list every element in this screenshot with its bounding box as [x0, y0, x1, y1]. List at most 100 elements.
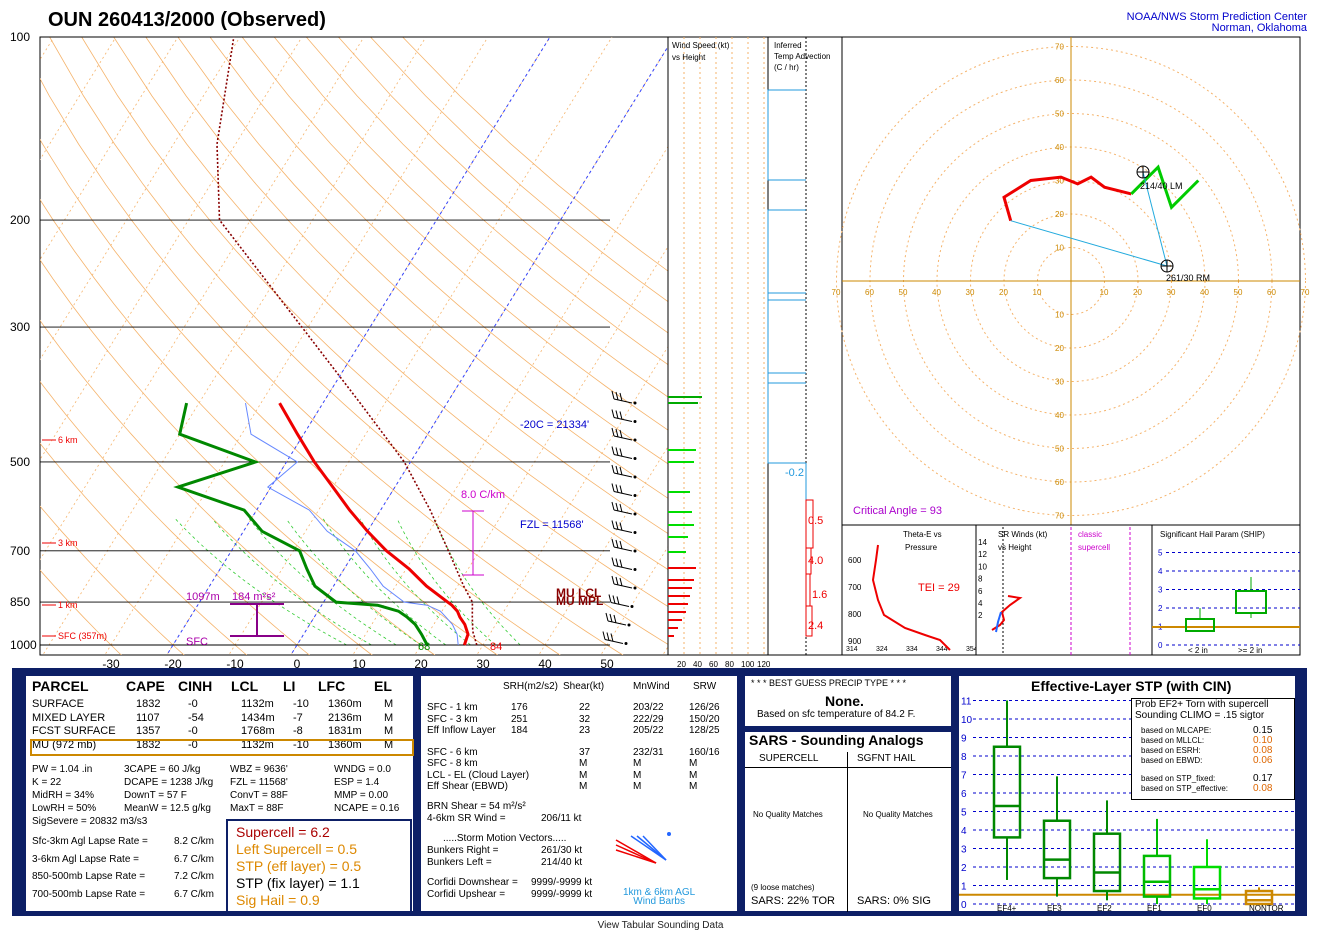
temp-tick: -30: [102, 657, 120, 668]
barb-flag: [619, 577, 623, 587]
stp-category: EF4+: [997, 904, 1017, 912]
srwinds-note: supercell: [1078, 543, 1110, 552]
prob-label: based on STP_effective:: [1141, 784, 1229, 793]
thetae-title: Theta-E vs: [903, 530, 942, 539]
kin-value: 128/25: [689, 725, 720, 736]
stp-ytick: 9: [961, 734, 967, 745]
barb-flag: [619, 559, 623, 568]
tadv-title: (C / hr): [774, 63, 799, 72]
kin-value: 184: [511, 725, 528, 736]
composite-box: [226, 819, 412, 913]
kin-value: 160/16: [689, 746, 720, 758]
skewt-plot: [40, 37, 668, 655]
isotherm: [42, 37, 427, 655]
parcel-header: EL: [374, 678, 392, 694]
composite-param: Supercell = 6.2: [236, 824, 330, 840]
stp-box: [992, 745, 1022, 839]
srwinds-ytick: 4: [978, 599, 983, 608]
dry-adiabat: [305, 37, 668, 366]
moist-adiabat: [248, 518, 397, 646]
thermo-value: LowRH = 50%: [32, 803, 97, 814]
lapse-label: Sfc-3km Agl Lapse Rate =: [32, 836, 148, 847]
kin-value: 251: [511, 713, 528, 725]
temperature-profile: [278, 402, 470, 646]
barb-staff: [610, 602, 630, 607]
kin-value: 176: [511, 702, 528, 713]
barb-flag: [611, 575, 615, 585]
barb-staff: [613, 454, 633, 459]
stp-ytick: 1: [961, 882, 967, 893]
sars-col-supercell: SUPERCELL: [759, 753, 819, 764]
hodo-ring-label: 70: [1055, 512, 1064, 521]
dry-adiabat: [338, 37, 668, 334]
hodo-ring-label: 10: [1033, 288, 1042, 297]
barb-flag: [619, 485, 623, 494]
composite-param: Sig Hail = 0.9: [236, 892, 320, 908]
parcel-cell: 2136m: [328, 711, 362, 724]
tadv-warm-box: [805, 605, 813, 637]
pressure-tick: 100: [10, 30, 30, 44]
tei-label: TEI = 29: [918, 582, 960, 594]
barb-flag: [615, 465, 619, 475]
barb-flag: [619, 448, 623, 457]
wind-barb: [605, 612, 631, 627]
dry-adiabat: [370, 37, 668, 303]
dry-adiabat: [49, 37, 668, 645]
parcel-cell: 1768m: [241, 725, 275, 737]
srwinds-profile: [991, 595, 1023, 631]
kin-value: 203/22: [633, 702, 664, 713]
wind-barb: [611, 557, 637, 571]
org-line2: Norman, Oklahoma: [1211, 22, 1307, 34]
barb-staff: [613, 398, 633, 404]
tadv-cold-box: [767, 292, 806, 384]
thermo-value: ConvT = 88F: [230, 790, 288, 801]
kin-value: 23: [579, 725, 591, 736]
stp-box: [1244, 889, 1274, 906]
windspeed-tick: 60: [709, 660, 718, 668]
org-line1: NOAA/NWS Storm Prediction Center: [1126, 11, 1307, 23]
parcel-cell: M: [384, 738, 394, 751]
barb-dot: [633, 401, 637, 405]
sounding-title: OUN 260413/2000 (Observed): [48, 9, 326, 31]
srwinds-ytick: 10: [978, 562, 987, 571]
barb-flag: [615, 558, 619, 567]
barb-staff: [613, 546, 633, 552]
tabular-data-link[interactable]: View Tabular Sounding Data: [597, 920, 724, 931]
windspeed-tick: 120: [757, 660, 771, 668]
prob-value: 0.17: [1253, 773, 1273, 784]
dry-adiabat: [145, 37, 668, 535]
hodo-ring-label: 60: [1267, 288, 1276, 297]
kin-value: 222/29: [633, 713, 664, 725]
lapse-value: 8.2 C/km: [174, 836, 215, 847]
sr46-value: 206/11 kt: [541, 813, 582, 824]
legend-dot: [667, 832, 671, 836]
sr46-label: 4-6km SR Wind =: [427, 813, 506, 824]
mu-mpl-label: MU MPL: [556, 594, 603, 608]
parcel-header: CINH: [178, 678, 213, 694]
precip-title: * * * BEST GUESS PRECIP TYPE * * *: [751, 678, 907, 688]
lapse-value: 6.7 C/km: [174, 853, 215, 865]
kin-value: M: [689, 769, 698, 781]
tadv-frame: [767, 36, 843, 656]
barb-flag: [612, 595, 616, 604]
parcel-cell: 1360m: [328, 738, 362, 751]
barb-dot: [633, 475, 637, 479]
srwinds-title: vs Height: [998, 543, 1032, 552]
thermo-value: MaxT = 88F: [230, 803, 284, 814]
barb-flag: [615, 502, 619, 512]
prob-value: 0.06: [1253, 755, 1273, 766]
hodo-ring-label: 40: [1200, 288, 1209, 297]
tadv-value: 0.5: [808, 515, 823, 527]
prob-box: [1131, 698, 1295, 800]
ref-isotherm: [166, 37, 551, 655]
precip-value: None.: [825, 693, 864, 709]
srwinds-note: classic: [1078, 530, 1102, 539]
composite-param: Left Supercell = 0.5: [236, 841, 358, 857]
temp-tick: -20: [164, 657, 182, 668]
thermo-value: K = 22: [32, 777, 62, 788]
barb-flag: [611, 520, 615, 529]
barb-flag: [619, 466, 623, 476]
windspeed-tick: 80: [725, 660, 734, 668]
kin-value: 22: [579, 702, 591, 713]
prob-label: based on EBWD:: [1141, 756, 1203, 765]
